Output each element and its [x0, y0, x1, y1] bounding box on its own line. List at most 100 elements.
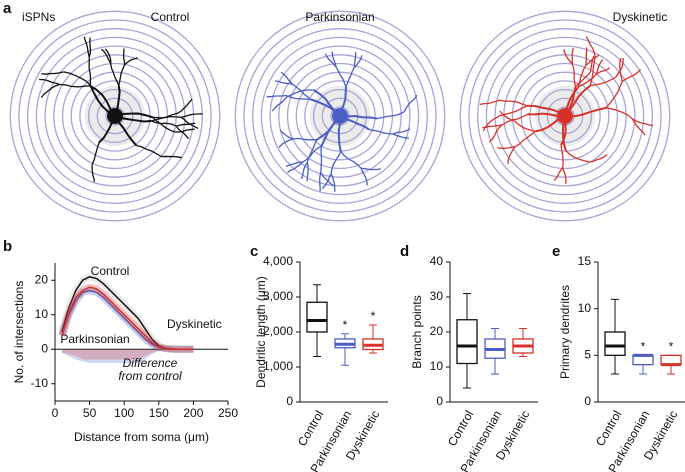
sholl-ring [468, 19, 662, 213]
dendrite [124, 57, 138, 66]
sholl-ring [529, 80, 601, 152]
y-tick-label: 4,000 [263, 254, 293, 268]
sholl-ring [9, 10, 221, 222]
dendrite [320, 146, 323, 173]
sholl-ring [278, 54, 402, 178]
dendrite [287, 161, 304, 174]
dendrite [320, 172, 336, 187]
dendrite [340, 150, 362, 169]
significance: * [641, 340, 646, 354]
dendrite [482, 115, 500, 132]
y-tick-label: 0 [436, 394, 443, 408]
dendrite [152, 115, 182, 119]
sholl-ring [511, 62, 619, 170]
dendrite [571, 47, 574, 65]
dendrite [615, 58, 624, 78]
dendrite [589, 56, 596, 86]
dendrite [353, 55, 363, 69]
sholl-ring [269, 45, 411, 187]
difference-label: from control [118, 369, 182, 383]
dendrite [306, 139, 318, 163]
dendrite [302, 145, 322, 163]
sholl-ring [459, 10, 671, 222]
dendrite [104, 48, 112, 64]
dendrite [560, 145, 564, 168]
dendrite [392, 133, 410, 139]
dendrite [605, 107, 633, 120]
sholl-ring [105, 106, 125, 126]
significance: * [669, 340, 674, 354]
dendrite [330, 173, 336, 192]
cell-type: iSPNs [22, 10, 55, 24]
sholl-ring [537, 88, 593, 144]
sholl-ring [35, 36, 195, 196]
dendrite [177, 98, 193, 114]
y-tick-label: 5 [584, 348, 591, 362]
neuron-panel [9, 10, 221, 222]
series-label: Parkinsonian [60, 332, 129, 346]
series-label: Control [91, 264, 130, 278]
condition-label: Control [151, 10, 190, 24]
dendrite [285, 161, 303, 168]
dendrite [175, 122, 196, 127]
dendrite [161, 155, 182, 159]
dendrite [360, 167, 368, 186]
dendrite [152, 116, 176, 133]
dendrite [271, 96, 288, 112]
dendrite [175, 125, 190, 140]
dendrite [631, 118, 646, 136]
dendrite [300, 162, 308, 180]
dendrite [266, 94, 286, 98]
difference-area [61, 349, 194, 364]
y-tick-label: 0 [41, 341, 48, 355]
x-tick-label: 50 [83, 406, 97, 420]
box [456, 319, 478, 365]
sholl-ring [252, 28, 428, 204]
dendrite [292, 83, 312, 101]
dendrite [91, 164, 96, 182]
y-tick-label: 10 [430, 359, 444, 373]
sholl-ring [260, 36, 420, 196]
dendrite [507, 146, 516, 165]
sholl-ring [520, 71, 610, 161]
box [306, 301, 328, 333]
dendrite [403, 94, 418, 113]
difference-area [61, 349, 194, 360]
dendrite [118, 64, 126, 86]
dendrite [324, 53, 337, 68]
dendrite [63, 71, 91, 86]
y-axis-label: No. of intersections [12, 281, 26, 384]
y-tick-label: 10 [578, 301, 592, 315]
soma [332, 108, 348, 124]
x-tick-label: 250 [218, 406, 238, 420]
sholl-ring [96, 97, 134, 135]
x-tick-label: 200 [183, 406, 203, 420]
dendrite [101, 48, 112, 65]
dendrite [488, 124, 503, 143]
sholl-ring [53, 54, 177, 178]
dendrite [39, 78, 60, 86]
dendrite [595, 67, 610, 76]
y-axis-label: Primary dendrites [558, 285, 572, 379]
dendrite [321, 173, 332, 190]
y-tick-label: 15 [578, 254, 592, 268]
y-tick-label: -10 [31, 376, 49, 390]
sholl-ring [234, 10, 446, 222]
condition-label: Dyskinetic [613, 10, 668, 24]
dendrite [279, 129, 295, 140]
dendrite [605, 81, 623, 109]
dendrite [585, 54, 600, 66]
dendrite [285, 94, 311, 101]
dendrite [83, 36, 90, 58]
dendrite [280, 71, 294, 85]
soma [557, 108, 573, 124]
dendrite [287, 89, 314, 98]
neuron-panel [234, 10, 446, 222]
y-tick-label: 10 [35, 307, 49, 321]
y-tick-label: 40 [430, 254, 444, 268]
dendrite [585, 36, 596, 57]
sholl-ring [494, 45, 636, 187]
x-tick-label: 150 [149, 406, 169, 420]
dendrite [574, 71, 591, 88]
